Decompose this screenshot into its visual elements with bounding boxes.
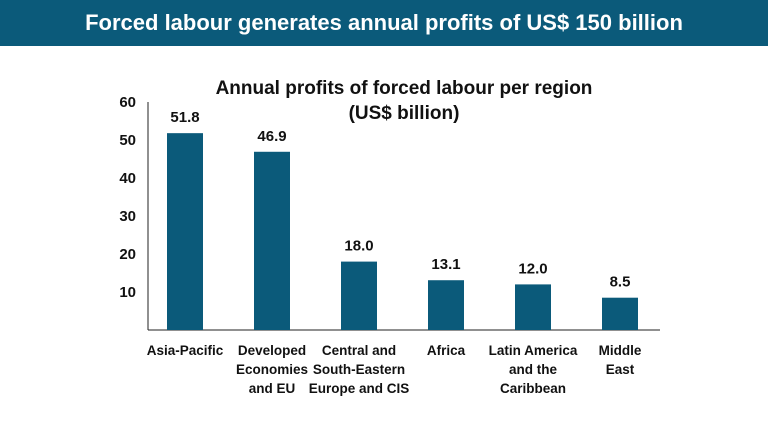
header-banner: Forced labour generates annual profits o… bbox=[0, 0, 768, 46]
data-label: 18.0 bbox=[344, 238, 373, 255]
x-tick-label: Africa bbox=[427, 343, 466, 358]
data-label: 12.0 bbox=[518, 260, 547, 277]
x-tick-label: Middle bbox=[599, 343, 642, 358]
x-tick-label: Asia-Pacific bbox=[147, 343, 224, 358]
chart-title-line: Annual profits of forced labour per regi… bbox=[216, 78, 593, 99]
x-tick-label: and the bbox=[509, 362, 557, 377]
x-tick-label: Latin America bbox=[489, 343, 578, 358]
y-tick-label: 50 bbox=[119, 132, 136, 149]
y-tick-label: 30 bbox=[119, 208, 136, 225]
x-tick-label: Europe and CIS bbox=[309, 381, 410, 396]
page-title: Forced labour generates annual profits o… bbox=[85, 10, 683, 35]
data-label: 46.9 bbox=[257, 128, 286, 145]
y-tick-label: 60 bbox=[119, 94, 136, 111]
x-tick-label: Caribbean bbox=[500, 381, 566, 396]
x-tick-label: East bbox=[606, 362, 635, 377]
x-tick-label: Central and bbox=[322, 343, 396, 358]
bar bbox=[167, 133, 203, 330]
data-label: 51.8 bbox=[170, 109, 199, 126]
x-tick-label: Developed bbox=[238, 343, 306, 358]
x-tick-label: Economies bbox=[236, 362, 308, 377]
data-label: 8.5 bbox=[610, 274, 631, 291]
bar bbox=[515, 284, 551, 330]
y-tick-label: 10 bbox=[119, 284, 136, 301]
data-label: 13.1 bbox=[431, 256, 460, 273]
bar bbox=[428, 280, 464, 330]
y-tick-label: 40 bbox=[119, 170, 136, 187]
bar bbox=[341, 261, 377, 330]
bar bbox=[254, 151, 290, 330]
bar bbox=[602, 297, 638, 330]
x-tick-label: South-Eastern bbox=[313, 362, 405, 377]
y-tick-label: 20 bbox=[119, 246, 136, 263]
x-tick-label: and EU bbox=[249, 381, 296, 396]
chart-title-line: (US$ billion) bbox=[349, 103, 460, 124]
